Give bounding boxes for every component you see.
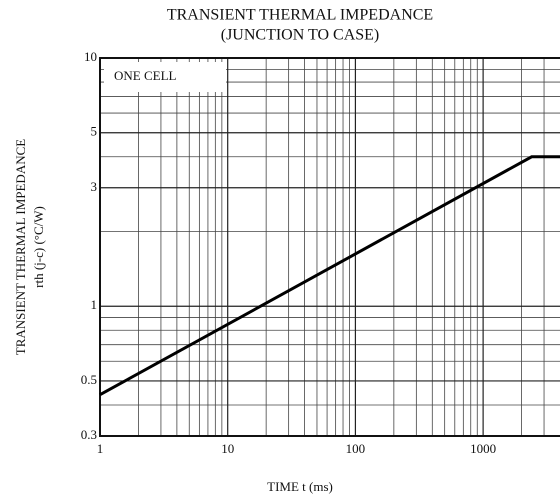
y-tick-label: 3 [91,179,98,194]
y-axis-label: TRANSIENT THERMAL IMPEDANCE [13,139,28,355]
chart-subtitle: (JUNCTION TO CASE) [221,27,380,44]
x-tick-label: 100 [346,441,366,456]
annotation-box [104,62,226,92]
plot-frame [99,57,560,437]
annotation: ONE CELL [114,68,177,83]
y-tick-label: 0.5 [81,372,97,387]
y-tick-label: 1 [91,297,98,312]
x-tick-label: 1000 [470,441,496,456]
y-tick-label: 0.3 [81,427,97,442]
chart-title: TRANSIENT THERMAL IMPEDANCE [167,7,433,24]
y-tick-label: 5 [91,124,98,139]
x-tick-label: 10 [221,441,234,456]
y-tick-label: 10 [84,49,97,64]
y-axis-label-units: rth (j-c) (°C/W) [31,206,46,288]
x-tick-label: 1 [97,441,104,456]
x-axis-label: TIME t (ms) [267,479,333,494]
line-series [99,155,560,397]
